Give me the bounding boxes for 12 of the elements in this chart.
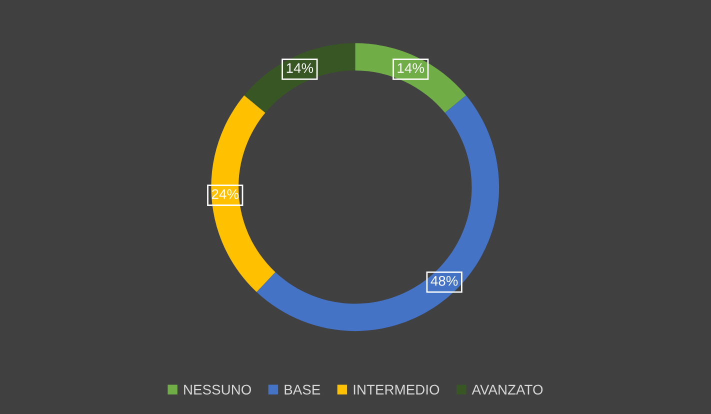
data-label: 14% (286, 63, 314, 73)
legend-label: BASE (284, 384, 320, 395)
donut-slice (244, 43, 356, 113)
legend-label: NESSUNO (184, 384, 252, 395)
donut-slice (256, 95, 500, 332)
data-label: 48% (430, 276, 458, 286)
legend-label: AVANZATO (472, 384, 543, 395)
donut-slice (211, 95, 276, 292)
data-label: 14% (398, 63, 424, 73)
legend-label: INTERMEDIO (354, 384, 440, 395)
data-label: 24% (212, 189, 239, 199)
donut-slice (355, 43, 466, 113)
